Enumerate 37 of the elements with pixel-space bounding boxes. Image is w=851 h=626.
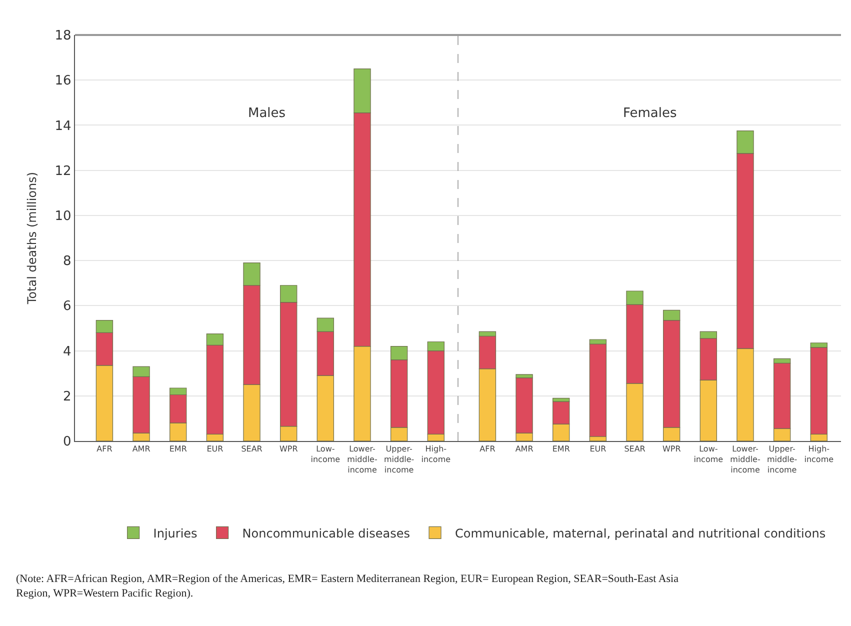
y-tick-label: 16 <box>54 74 72 89</box>
x-tick-label: AFR <box>480 444 496 454</box>
y-axis-title: Total deaths (millions) <box>25 172 40 306</box>
x-tick-label: Upper-middle-income <box>384 444 414 474</box>
x-tick-label: AMR <box>515 444 534 454</box>
x-tick-label: High-income <box>421 444 451 464</box>
x-tick-label: WPR <box>662 444 682 454</box>
x-tick-label: Lower-middle-income <box>730 444 760 474</box>
x-tick-label: EMR <box>169 444 188 454</box>
y-tick-label: 6 <box>63 299 72 314</box>
legend-label: Injuries <box>153 526 198 540</box>
annotation: Females <box>623 106 678 121</box>
x-tick-label: EUR <box>590 444 607 454</box>
legend-label: Communicable, maternal, perinatal and nutritional conditions <box>455 526 826 540</box>
x-tick-label: WPR <box>279 444 298 454</box>
x-tick-label: AMR <box>132 444 151 454</box>
x-tick-label: Upper-middle-income <box>766 444 798 474</box>
x-tick-label: Low-income <box>694 444 724 464</box>
y-tick-label: 18 <box>54 28 72 44</box>
x-tick-label: Low-income <box>310 444 340 464</box>
x-tick-label: AFR <box>96 444 113 454</box>
text: (Note: AFR=African Region, AMR=Region of the Americas, EMR= Eastern Mediterranean Region, EUR= European Region, SEAR=South-East Asia Region, WPR=Western Pacific Region). <box>16 573 679 600</box>
legend-label: Noncommunicable diseases <box>242 526 410 540</box>
x-tick-label: EUR <box>206 444 224 454</box>
x-tick-label: Lower-middle-income <box>347 444 378 474</box>
x-tick-label: SEAR <box>624 444 646 454</box>
annotation: Males <box>248 106 286 121</box>
y-tick-label: 10 <box>54 208 72 224</box>
y-tick-label: 12 <box>54 164 72 179</box>
y-tick-label: 8 <box>63 254 72 270</box>
y-tick-label: 2 <box>63 389 72 404</box>
x-tick-label: SEAR <box>241 444 263 454</box>
x-tick-label: EMR <box>552 444 570 454</box>
x-tick-label: High-income <box>804 444 834 464</box>
y-tick-label: 0 <box>63 434 72 450</box>
y-tick-label: 4 <box>63 344 72 360</box>
y-tick-label: 14 <box>54 118 72 134</box>
